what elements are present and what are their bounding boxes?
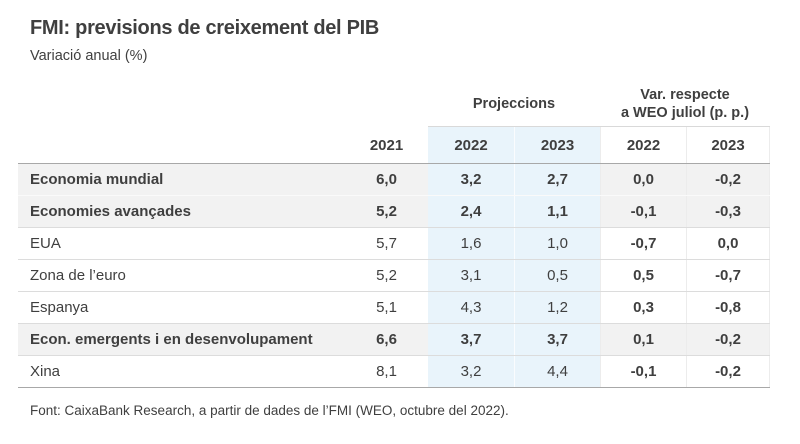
cell-proj-2022: 3,2 [428, 356, 514, 387]
col-header-2021: 2021 [369, 136, 404, 154]
cell-var-2022: -0,1 [600, 356, 686, 387]
cell-var-2023: -0,7 [686, 260, 770, 291]
cell-2021: 8,1 [376, 363, 397, 380]
row-label: Economia mundial [18, 164, 345, 195]
cell-proj-2023: 1,2 [514, 292, 600, 323]
group-header-spacer [18, 81, 428, 127]
cell-proj-2022: 4,3 [428, 292, 514, 323]
cell-var-2022: 0,0 [600, 164, 686, 195]
cell-proj-2023: 4,4 [514, 356, 600, 387]
cell-var-2023: -0,2 [686, 356, 770, 387]
column-header-empty [18, 127, 345, 163]
table-row: Espanya 5,1 4,3 1,2 0,3 -0,8 [18, 291, 770, 323]
cell-proj-2023: 1,1 [514, 196, 600, 227]
row-label: EUA [30, 235, 61, 252]
table-row: Zona de l’euro 5,2 3,1 0,5 0,5 -0,7 [18, 259, 770, 291]
cell-2021: 6,0 [345, 164, 428, 195]
cell-proj-2023: 2,7 [514, 164, 600, 195]
row-label: Economies avançades [18, 196, 345, 227]
cell-proj-2023: 3,7 [514, 324, 600, 355]
col-header-proj-2023: 2023 [514, 127, 600, 163]
col-header-proj-2022: 2022 [428, 127, 514, 163]
cell-var-2023: -0,2 [686, 164, 770, 195]
row-label: Econ. emergents i en desenvolupament [18, 324, 345, 355]
row-label: Xina [30, 363, 61, 380]
column-header-row: 2021 2022 2023 2022 2023 [18, 127, 770, 164]
row-label: Zona de l’euro [30, 267, 126, 284]
col-header-var-2022: 2022 [600, 127, 686, 163]
table-row: Econ. emergents i en desenvolupament 6,6… [18, 323, 770, 355]
gdp-forecast-table: Projeccions Var. respecte a WEO juliol (… [18, 81, 770, 388]
cell-2021: 5,1 [376, 299, 397, 316]
col-header-var-2023: 2023 [686, 127, 770, 163]
cell-proj-2022: 3,7 [428, 324, 514, 355]
page-title: FMI: previsions de creixement del PIB [30, 17, 380, 39]
cell-var-2023: 0,0 [686, 228, 770, 259]
group-header-var-line1: Var. respecte [640, 86, 730, 103]
cell-proj-2023: 1,0 [514, 228, 600, 259]
cell-proj-2022: 3,1 [428, 260, 514, 291]
cell-var-2023: -0,2 [686, 324, 770, 355]
cell-proj-2022: 3,2 [428, 164, 514, 195]
cell-proj-2023: 0,5 [514, 260, 600, 291]
cell-var-2022: 0,3 [600, 292, 686, 323]
cell-var-2022: 0,1 [600, 324, 686, 355]
source-note: Font: CaixaBank Research, a partir de da… [30, 403, 509, 418]
cell-2021: 5,7 [376, 235, 397, 252]
cell-var-2022: 0,5 [600, 260, 686, 291]
cell-proj-2022: 2,4 [428, 196, 514, 227]
cell-var-2023: -0,3 [686, 196, 770, 227]
table-row: Xina 8,1 3,2 4,4 -0,1 -0,2 [18, 355, 770, 388]
cell-2021: 6,6 [345, 324, 428, 355]
group-header-row: Projeccions Var. respecte a WEO juliol (… [18, 81, 770, 127]
group-header-projections: Projeccions [428, 81, 600, 127]
table-row: EUA 5,7 1,6 1,0 -0,7 0,0 [18, 227, 770, 259]
cell-2021: 5,2 [345, 196, 428, 227]
group-header-var-respecte: Var. respecte a WEO juliol (p. p.) [600, 81, 770, 127]
cell-var-2022: -0,7 [600, 228, 686, 259]
cell-var-2022: -0,1 [600, 196, 686, 227]
cell-var-2023: -0,8 [686, 292, 770, 323]
row-label: Espanya [30, 299, 89, 316]
page-subtitle: Variació anual (%) [30, 48, 148, 64]
cell-2021: 5,2 [376, 267, 397, 284]
table-row: Economies avançades 5,2 2,4 1,1 -0,1 -0,… [18, 195, 770, 227]
table-row: Economia mundial 6,0 3,2 2,7 0,0 -0,2 [18, 164, 770, 195]
group-header-var-line2: a WEO juliol (p. p.) [620, 104, 750, 121]
cell-proj-2022: 1,6 [428, 228, 514, 259]
